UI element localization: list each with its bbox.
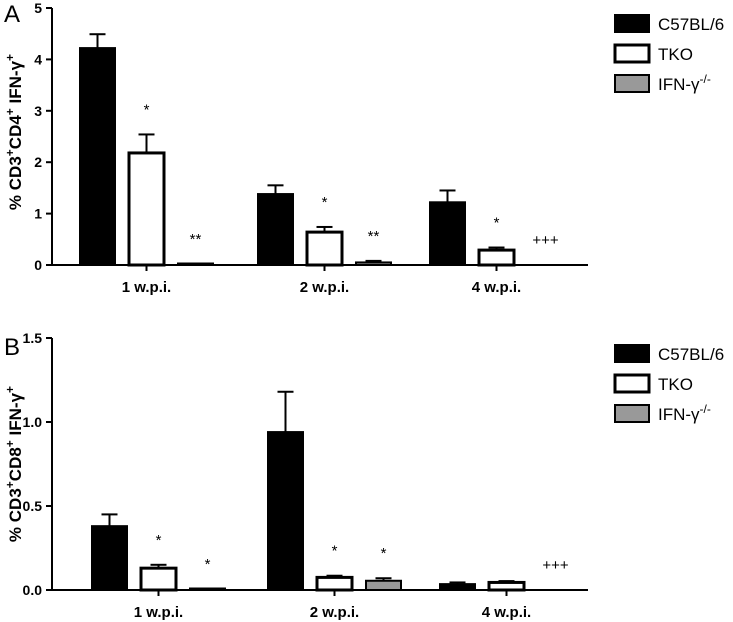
legend-swatch-c57bl6	[614, 14, 650, 33]
legend-swatch-ifng-ko	[614, 74, 650, 93]
panel-b-legend: C57BL/6 TKO IFN-γ-/-	[613, 344, 724, 424]
legend-label-tko: TKO	[658, 45, 693, 64]
significance-annotation: *	[494, 215, 500, 232]
y-tick-label: 0.0	[23, 582, 43, 598]
bar-c57bl6	[257, 193, 294, 266]
legend-label-tko: TKO	[658, 375, 693, 394]
significance-annotation: *	[205, 556, 211, 573]
x-category-label: 1 w.p.i.	[122, 279, 171, 296]
panel-a-ylabel: % CD3+CD4+ IFN-γ+	[3, 54, 25, 210]
y-tick-label: 1.5	[23, 330, 43, 346]
bar-ifng-ko	[177, 262, 214, 266]
y-tick-label: 5	[34, 0, 42, 16]
y-tick-label: 4	[34, 51, 42, 67]
bar-tko	[139, 566, 178, 592]
bar-c57bl6	[429, 201, 466, 267]
panel-b-ylabel: % CD3+CD8+ IFN-γ+	[3, 386, 25, 542]
significance-annotation: *	[381, 545, 387, 562]
legend-label-ifng-ko: IFN-γ-/-	[658, 72, 711, 94]
x-category-label: 2 w.p.i.	[310, 604, 359, 621]
x-category-label: 4 w.p.i.	[472, 279, 521, 296]
x-category-label: 1 w.p.i.	[134, 604, 183, 621]
bar-c57bl6	[267, 431, 304, 591]
bar-ifng-ko	[355, 261, 392, 266]
bar-c57bl6	[79, 47, 116, 267]
y-tick-label: 2	[34, 154, 42, 170]
significance-annotation: *	[322, 194, 328, 211]
significance-annotation: *	[144, 101, 150, 118]
legend-label-c57bl6: C57BL/6	[658, 345, 724, 364]
x-category-label: 4 w.p.i.	[482, 604, 531, 621]
bar-tko	[127, 151, 166, 267]
bar-ifng-ko	[365, 579, 402, 592]
bar-tko	[315, 575, 354, 592]
y-tick-label: 3	[34, 103, 42, 119]
significance-annotation: +++	[532, 232, 559, 249]
bar-tko	[487, 580, 526, 592]
bar-ifng-ko	[189, 587, 226, 591]
legend-label-ifng-ko: IFN-γ-/-	[658, 402, 711, 424]
significance-annotation: **	[190, 231, 202, 248]
legend-swatch-tko	[613, 43, 651, 64]
significance-annotation: **	[368, 228, 380, 245]
panel-a-legend: C57BL/6 TKO IFN-γ-/-	[613, 14, 724, 94]
y-tick-label: 1.0	[23, 414, 43, 430]
bar-tko	[477, 248, 516, 267]
legend-swatch-tko	[613, 373, 651, 394]
legend-label-c57bl6: C57BL/6	[658, 15, 724, 34]
y-tick-label: 1	[34, 206, 42, 222]
significance-annotation: *	[332, 543, 338, 560]
panel-b-chart: 0.0 0.5 1.0 1.5 1 w.p.i. * * 2 w.p.i. * * 4 w.p.i.…	[23, 330, 588, 621]
bar-tko	[305, 230, 344, 267]
legend-swatch-ifng-ko	[614, 404, 650, 423]
significance-annotation: +++	[542, 557, 569, 574]
bar-c57bl6	[91, 525, 128, 591]
panel-b-letter: B	[4, 334, 20, 361]
y-tick-label: 0	[34, 257, 42, 273]
x-category-label: 2 w.p.i.	[300, 279, 349, 296]
legend-swatch-c57bl6	[614, 344, 650, 363]
bar-c57bl6	[439, 583, 476, 591]
y-tick-label: 0.5	[23, 498, 43, 514]
significance-annotation: *	[156, 532, 162, 549]
panel-a-letter: A	[4, 1, 20, 28]
